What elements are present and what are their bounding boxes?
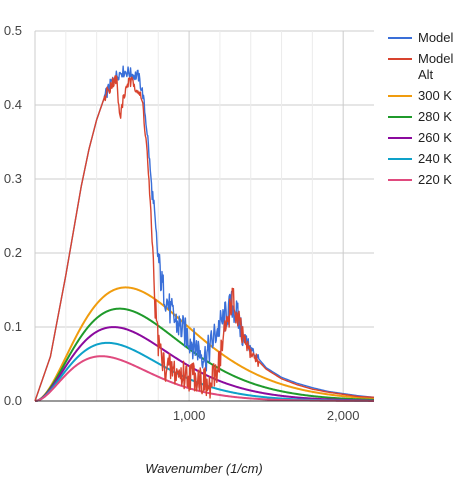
legend-label: 260 K [418, 130, 452, 145]
y-tick-label: 0.1 [4, 319, 22, 334]
y-tick-label: 0.0 [4, 393, 22, 408]
y-tick-label: 0.4 [4, 97, 22, 112]
legend-item[interactable]: 280 K [388, 109, 452, 124]
series-line-model-alt [34, 75, 375, 402]
legend-label: 220 K [418, 172, 452, 187]
grid [34, 30, 374, 401]
legend-item[interactable]: 220 K [388, 172, 452, 187]
legend-item[interactable]: 240 K [388, 151, 452, 166]
legend-item[interactable]: 260 K [388, 130, 452, 145]
legend: Model Model Alt 300 K 280 K 260 K 240 K 220 K [388, 30, 454, 187]
legend-label: Model Alt [418, 51, 454, 82]
y-tick-label: 0.5 [4, 23, 22, 38]
legend-label: Model [418, 30, 454, 45]
legend-item[interactable]: Model Alt [388, 51, 454, 82]
axes: 0.0 0.1 0.2 0.3 0.4 0.5 1,000 2,000 [4, 23, 374, 423]
series-line-300-k [34, 286, 375, 402]
y-tick-label: 0.3 [4, 171, 22, 186]
x-tick-label: 2,000 [327, 408, 360, 423]
y-tick-label: 0.2 [4, 245, 22, 260]
series-lines [34, 65, 375, 402]
legend-item[interactable]: 300 K [388, 88, 452, 103]
legend-label: 300 K [418, 88, 452, 103]
x-axis-title: Wavenumber (1/cm) [145, 461, 263, 476]
legend-label: 240 K [418, 151, 452, 166]
legend-label: 280 K [418, 109, 452, 124]
legend-item[interactable]: Model [388, 30, 454, 45]
x-tick-label: 1,000 [173, 408, 206, 423]
